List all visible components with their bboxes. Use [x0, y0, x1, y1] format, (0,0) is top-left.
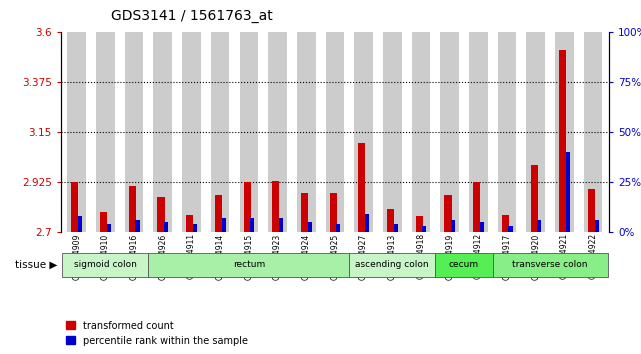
- Bar: [588, 189, 595, 232]
- Bar: [387, 209, 394, 232]
- Bar: [100, 212, 107, 232]
- Bar: [595, 220, 599, 232]
- Text: transverse colon: transverse colon: [512, 259, 588, 269]
- Bar: [412, 32, 430, 232]
- Bar: [158, 198, 165, 232]
- Legend: transformed count, percentile rank within the sample: transformed count, percentile rank withi…: [66, 321, 248, 346]
- Bar: [537, 220, 541, 232]
- Bar: [250, 218, 254, 232]
- Bar: [329, 193, 337, 232]
- Bar: [383, 32, 402, 232]
- Bar: [107, 224, 111, 232]
- Bar: [67, 32, 86, 232]
- Bar: [193, 224, 197, 232]
- Bar: [268, 32, 287, 232]
- Bar: [135, 220, 140, 232]
- Bar: [71, 182, 78, 232]
- Bar: [566, 152, 570, 232]
- Bar: [244, 182, 251, 232]
- Bar: [182, 32, 201, 232]
- Bar: [211, 32, 229, 232]
- FancyBboxPatch shape: [493, 253, 608, 276]
- Bar: [337, 224, 340, 232]
- Bar: [444, 195, 451, 232]
- Text: sigmoid colon: sigmoid colon: [74, 259, 137, 269]
- Bar: [526, 32, 545, 232]
- Bar: [469, 32, 488, 232]
- Bar: [297, 32, 315, 232]
- FancyBboxPatch shape: [349, 253, 435, 276]
- Bar: [498, 32, 517, 232]
- Bar: [354, 32, 373, 232]
- Text: GDS3141 / 1561763_at: GDS3141 / 1561763_at: [112, 9, 273, 23]
- Bar: [308, 222, 312, 232]
- Bar: [186, 215, 194, 232]
- Bar: [78, 216, 82, 232]
- Text: ascending colon: ascending colon: [356, 259, 429, 269]
- FancyBboxPatch shape: [435, 253, 493, 276]
- Bar: [555, 32, 574, 232]
- Text: rectum: rectum: [233, 259, 265, 269]
- Bar: [440, 32, 459, 232]
- Bar: [222, 218, 226, 232]
- Bar: [422, 226, 426, 232]
- Bar: [164, 222, 168, 232]
- Bar: [96, 32, 115, 232]
- Bar: [279, 218, 283, 232]
- Bar: [479, 222, 484, 232]
- Bar: [394, 224, 398, 232]
- Bar: [240, 32, 258, 232]
- Bar: [559, 50, 566, 232]
- Bar: [153, 32, 172, 232]
- Bar: [215, 195, 222, 232]
- Bar: [584, 32, 603, 232]
- Bar: [451, 220, 455, 232]
- Text: tissue ▶: tissue ▶: [15, 259, 58, 270]
- FancyBboxPatch shape: [62, 253, 149, 276]
- Bar: [358, 143, 365, 232]
- Bar: [272, 181, 279, 232]
- Bar: [502, 215, 509, 232]
- Bar: [125, 32, 144, 232]
- Bar: [473, 182, 480, 232]
- FancyBboxPatch shape: [149, 253, 349, 276]
- Bar: [508, 226, 513, 232]
- Bar: [416, 216, 423, 232]
- Bar: [326, 32, 344, 232]
- Text: cecum: cecum: [449, 259, 479, 269]
- Bar: [365, 214, 369, 232]
- Bar: [531, 165, 538, 232]
- Bar: [129, 186, 136, 232]
- Bar: [301, 193, 308, 232]
